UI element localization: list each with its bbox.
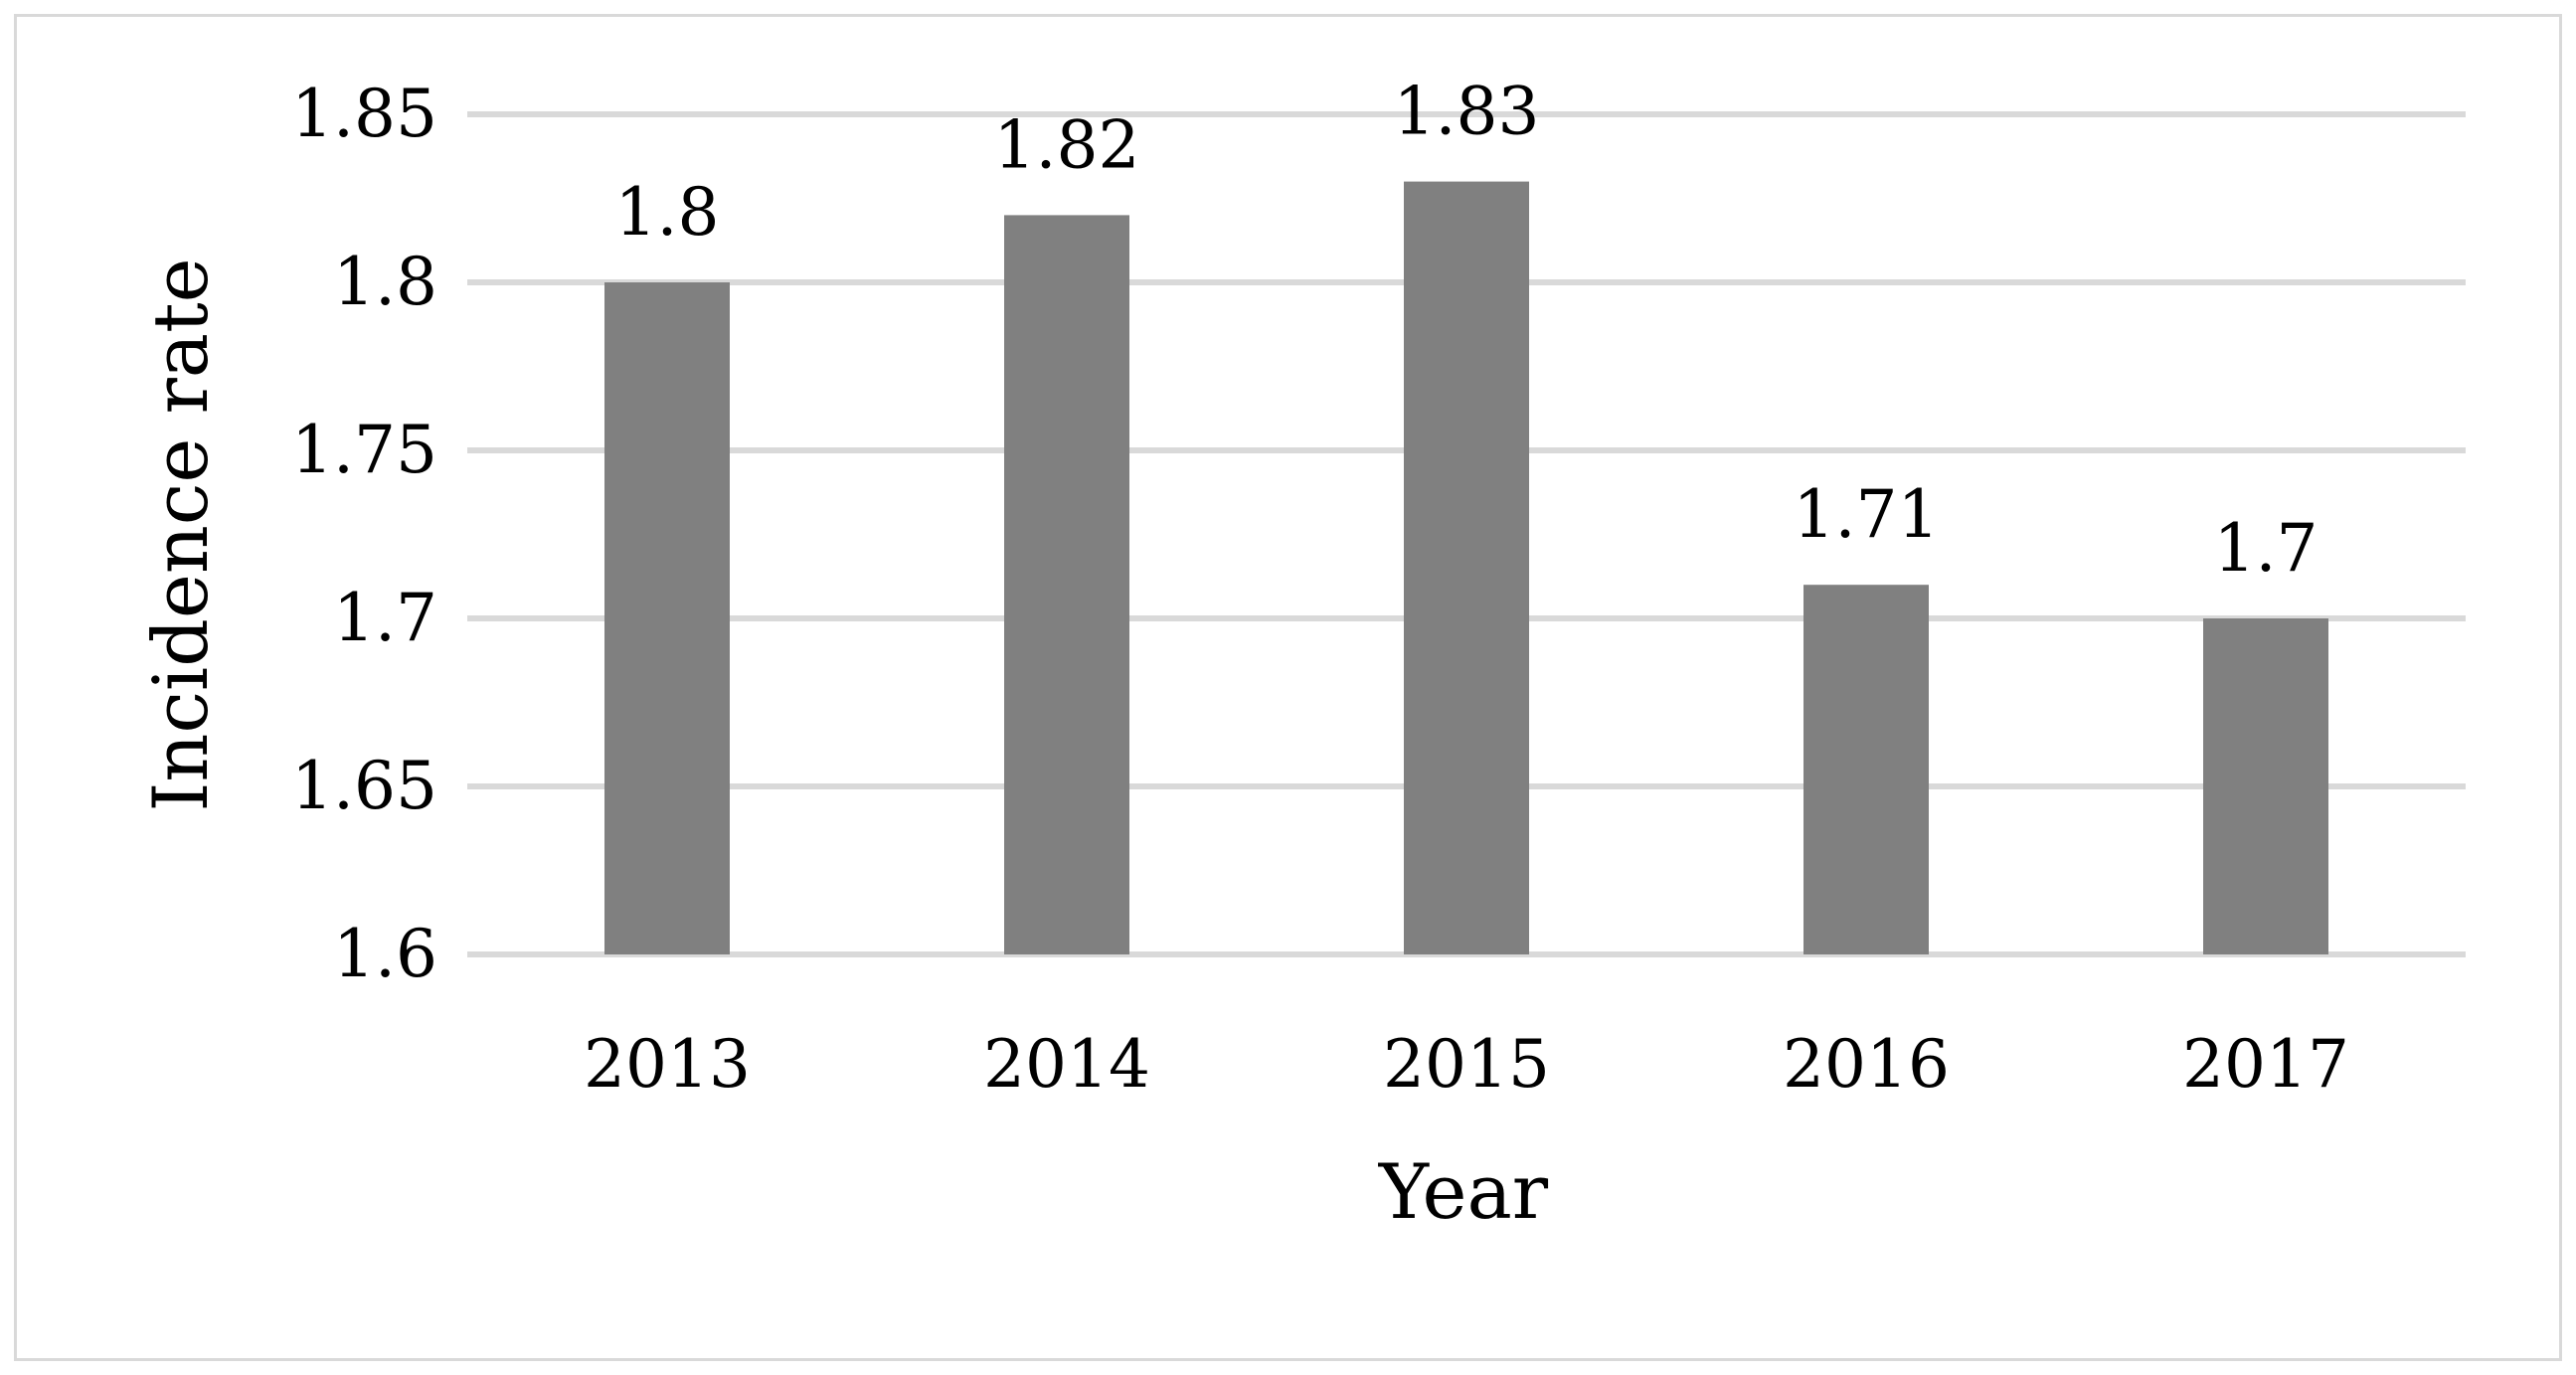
y-tick-label: 1.75 (291, 412, 437, 488)
x-tick-label: 2015 (1383, 1026, 1550, 1103)
y-axis-title: Incidence rate (136, 258, 225, 811)
bar-2013 (604, 282, 730, 954)
y-tick-label: 1.8 (333, 244, 437, 320)
data-labels: 1.8 1.82 1.83 1.71 1.7 (615, 74, 2318, 587)
x-tick-label: 2013 (584, 1026, 751, 1103)
x-axis-title: Year (1378, 1147, 1549, 1236)
y-tick-label: 1.6 (333, 916, 437, 992)
x-axis-ticks: 2013 2014 2015 2016 2017 (584, 1026, 2349, 1103)
x-tick-label: 2014 (983, 1026, 1150, 1103)
data-label-2013: 1.8 (615, 174, 720, 251)
bar-2014 (1004, 215, 1129, 954)
data-label-2016: 1.71 (1794, 476, 1940, 553)
data-label-2017: 1.7 (2214, 510, 2318, 587)
y-tick-label: 1.65 (291, 748, 437, 824)
y-tick-label: 1.85 (291, 76, 437, 152)
bar-2015 (1404, 181, 1529, 955)
y-tick-label: 1.7 (333, 580, 437, 656)
chart-frame (14, 14, 2562, 1361)
bar-2016 (1803, 585, 1929, 954)
data-label-2015: 1.83 (1394, 74, 1540, 150)
y-axis-ticks: 1.6 1.65 1.7 1.75 1.8 1.85 (291, 76, 437, 992)
x-tick-label: 2016 (1783, 1026, 1950, 1103)
bar-2017 (2203, 618, 2328, 954)
x-tick-label: 2017 (2182, 1026, 2349, 1103)
data-label-2014: 1.82 (994, 106, 1140, 183)
bars (604, 181, 2328, 955)
